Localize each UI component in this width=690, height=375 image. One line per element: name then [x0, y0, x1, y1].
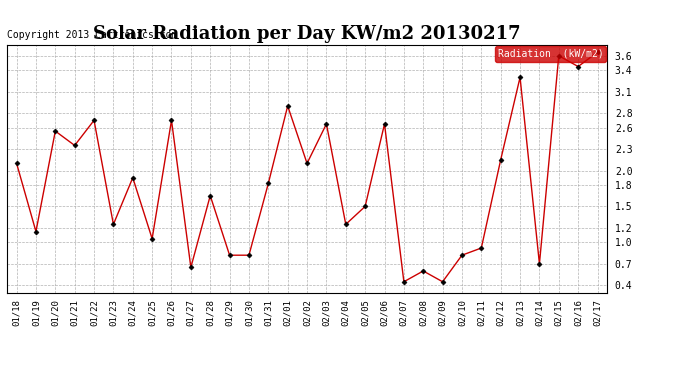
Legend: Radiation  (kW/m2): Radiation (kW/m2) [495, 46, 607, 62]
Text: Copyright 2013 Cartronics.com: Copyright 2013 Cartronics.com [7, 30, 177, 40]
Title: Solar Radiation per Day KW/m2 20130217: Solar Radiation per Day KW/m2 20130217 [93, 26, 521, 44]
